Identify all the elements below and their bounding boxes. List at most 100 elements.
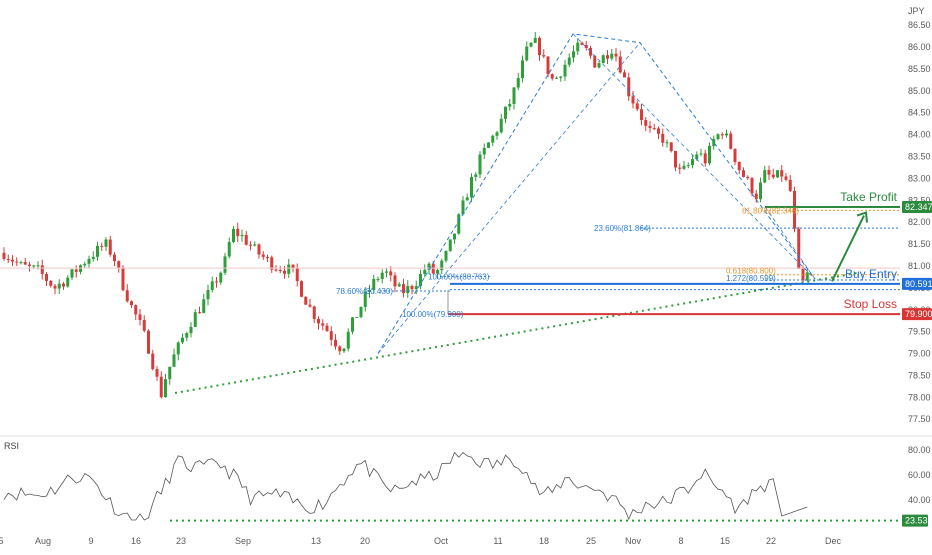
candle-body: [219, 272, 223, 283]
candle-body: [368, 290, 371, 292]
rising-trendline: [174, 271, 861, 394]
stop-loss-label: Stop Loss: [844, 297, 897, 311]
candle-body: [342, 348, 346, 352]
candle-body: [372, 278, 376, 291]
candle-body: [134, 305, 138, 315]
candle-body: [572, 51, 575, 58]
candle-body: [172, 354, 176, 367]
candle-body: [559, 76, 563, 78]
candle-body: [274, 269, 278, 271]
candle-body: [461, 200, 465, 215]
time-tick-label: 5: [0, 536, 4, 546]
currency-badge: JPY: [908, 6, 925, 16]
candle-body: [487, 142, 490, 148]
candle-body: [249, 244, 252, 246]
time-tick-label: 9: [88, 536, 93, 546]
candle-body: [91, 256, 95, 259]
candle-body: [168, 366, 172, 380]
time-tick-label: 15: [720, 536, 730, 546]
fib-1272-ext-label: 1.272(80.599): [726, 274, 776, 283]
candle-body: [113, 254, 116, 262]
candle-body: [346, 331, 350, 349]
candle-body: [15, 261, 19, 263]
candle-body: [563, 64, 567, 77]
time-tick-label: Dec: [825, 536, 842, 546]
candle-body: [644, 120, 648, 126]
candle-body: [215, 281, 218, 283]
candle-body: [232, 228, 235, 243]
candle-body: [181, 337, 184, 343]
stop-loss-price-text: 79.900: [905, 309, 932, 319]
time-tick-label: 20: [360, 536, 370, 546]
candle-body: [96, 245, 99, 257]
candle-body: [138, 314, 142, 321]
time-tick-label: 23: [176, 536, 186, 546]
candle-body: [737, 161, 741, 171]
time-tick-label: 25: [586, 536, 596, 546]
candle-body: [321, 323, 325, 326]
candle-body: [733, 148, 737, 162]
candle-body: [406, 286, 410, 294]
price-tick-label: 83.00: [908, 173, 931, 183]
candle-body: [555, 77, 558, 79]
candle-body: [754, 193, 758, 200]
candle-body: [287, 264, 291, 274]
candle-body: [674, 150, 677, 168]
candle-body: [164, 379, 167, 398]
candle-body: [359, 306, 363, 317]
candle-body: [652, 128, 656, 130]
candle-body: [533, 37, 537, 43]
candle-body: [278, 269, 282, 271]
candle-body: [253, 244, 257, 246]
candle-body: [62, 283, 65, 287]
candle-body: [45, 273, 48, 281]
candle-body: [504, 106, 507, 119]
price-tick-label: 83.50: [908, 152, 931, 162]
candle-body: [147, 330, 150, 354]
time-tick-label: 8: [678, 536, 683, 546]
candle-body: [19, 262, 23, 264]
candle-body: [142, 320, 146, 331]
candle-body: [521, 60, 524, 79]
candle-body: [614, 53, 618, 57]
candle-body: [317, 318, 320, 324]
candle-body: [444, 250, 448, 261]
candle-body: [423, 269, 427, 275]
candle-body: [151, 353, 155, 370]
price-tick-label: 79.00: [908, 349, 931, 359]
candle-body: [312, 306, 316, 319]
price-tick-label: 86.50: [908, 20, 931, 30]
rsi-tick-label: 80.00: [908, 445, 931, 455]
candle-body: [334, 339, 337, 347]
candle-body: [74, 269, 78, 272]
time-axis[interactable]: 5 Aug 9 16 23 Sep 13 20 Oct 11 18 25 Nov 8 15 22 Dec: [0, 536, 841, 546]
buy-entry-label: Buy Entry: [845, 267, 897, 281]
target-arrow-head: [856, 211, 868, 223]
candle-body: [49, 280, 53, 286]
candle-body: [712, 139, 716, 146]
candle-body: [627, 77, 631, 97]
candle-body: [308, 304, 312, 307]
time-tick-label: 11: [493, 536, 502, 546]
price-axis[interactable]: 86.50 86.00 85.50 85.00 84.50 84.00 83.50 83.00…: [908, 20, 931, 424]
candle-body: [729, 133, 733, 149]
buy-entry-price-text: 80.591: [905, 279, 932, 289]
price-tick-label: 81.00: [908, 261, 931, 271]
candle-body: [11, 259, 14, 262]
fib-100b-label: 100.00%(80.763): [428, 272, 490, 281]
pattern-leg: [764, 206, 816, 280]
candle-body: [499, 118, 503, 133]
take-profit-price-tag: [902, 200, 932, 213]
candle-body: [725, 133, 728, 136]
price-tick-label: 84.00: [908, 130, 931, 140]
rsi-series: [3, 451, 900, 522]
target-arrow-shaft: [831, 215, 865, 282]
candle-body: [601, 55, 605, 64]
candle-body: [610, 53, 614, 59]
fib-0618-ext-label: 0.618(80.800): [726, 266, 776, 275]
candle-body: [240, 235, 244, 237]
time-tick-label: 18: [539, 536, 549, 546]
candle-body: [686, 165, 690, 167]
